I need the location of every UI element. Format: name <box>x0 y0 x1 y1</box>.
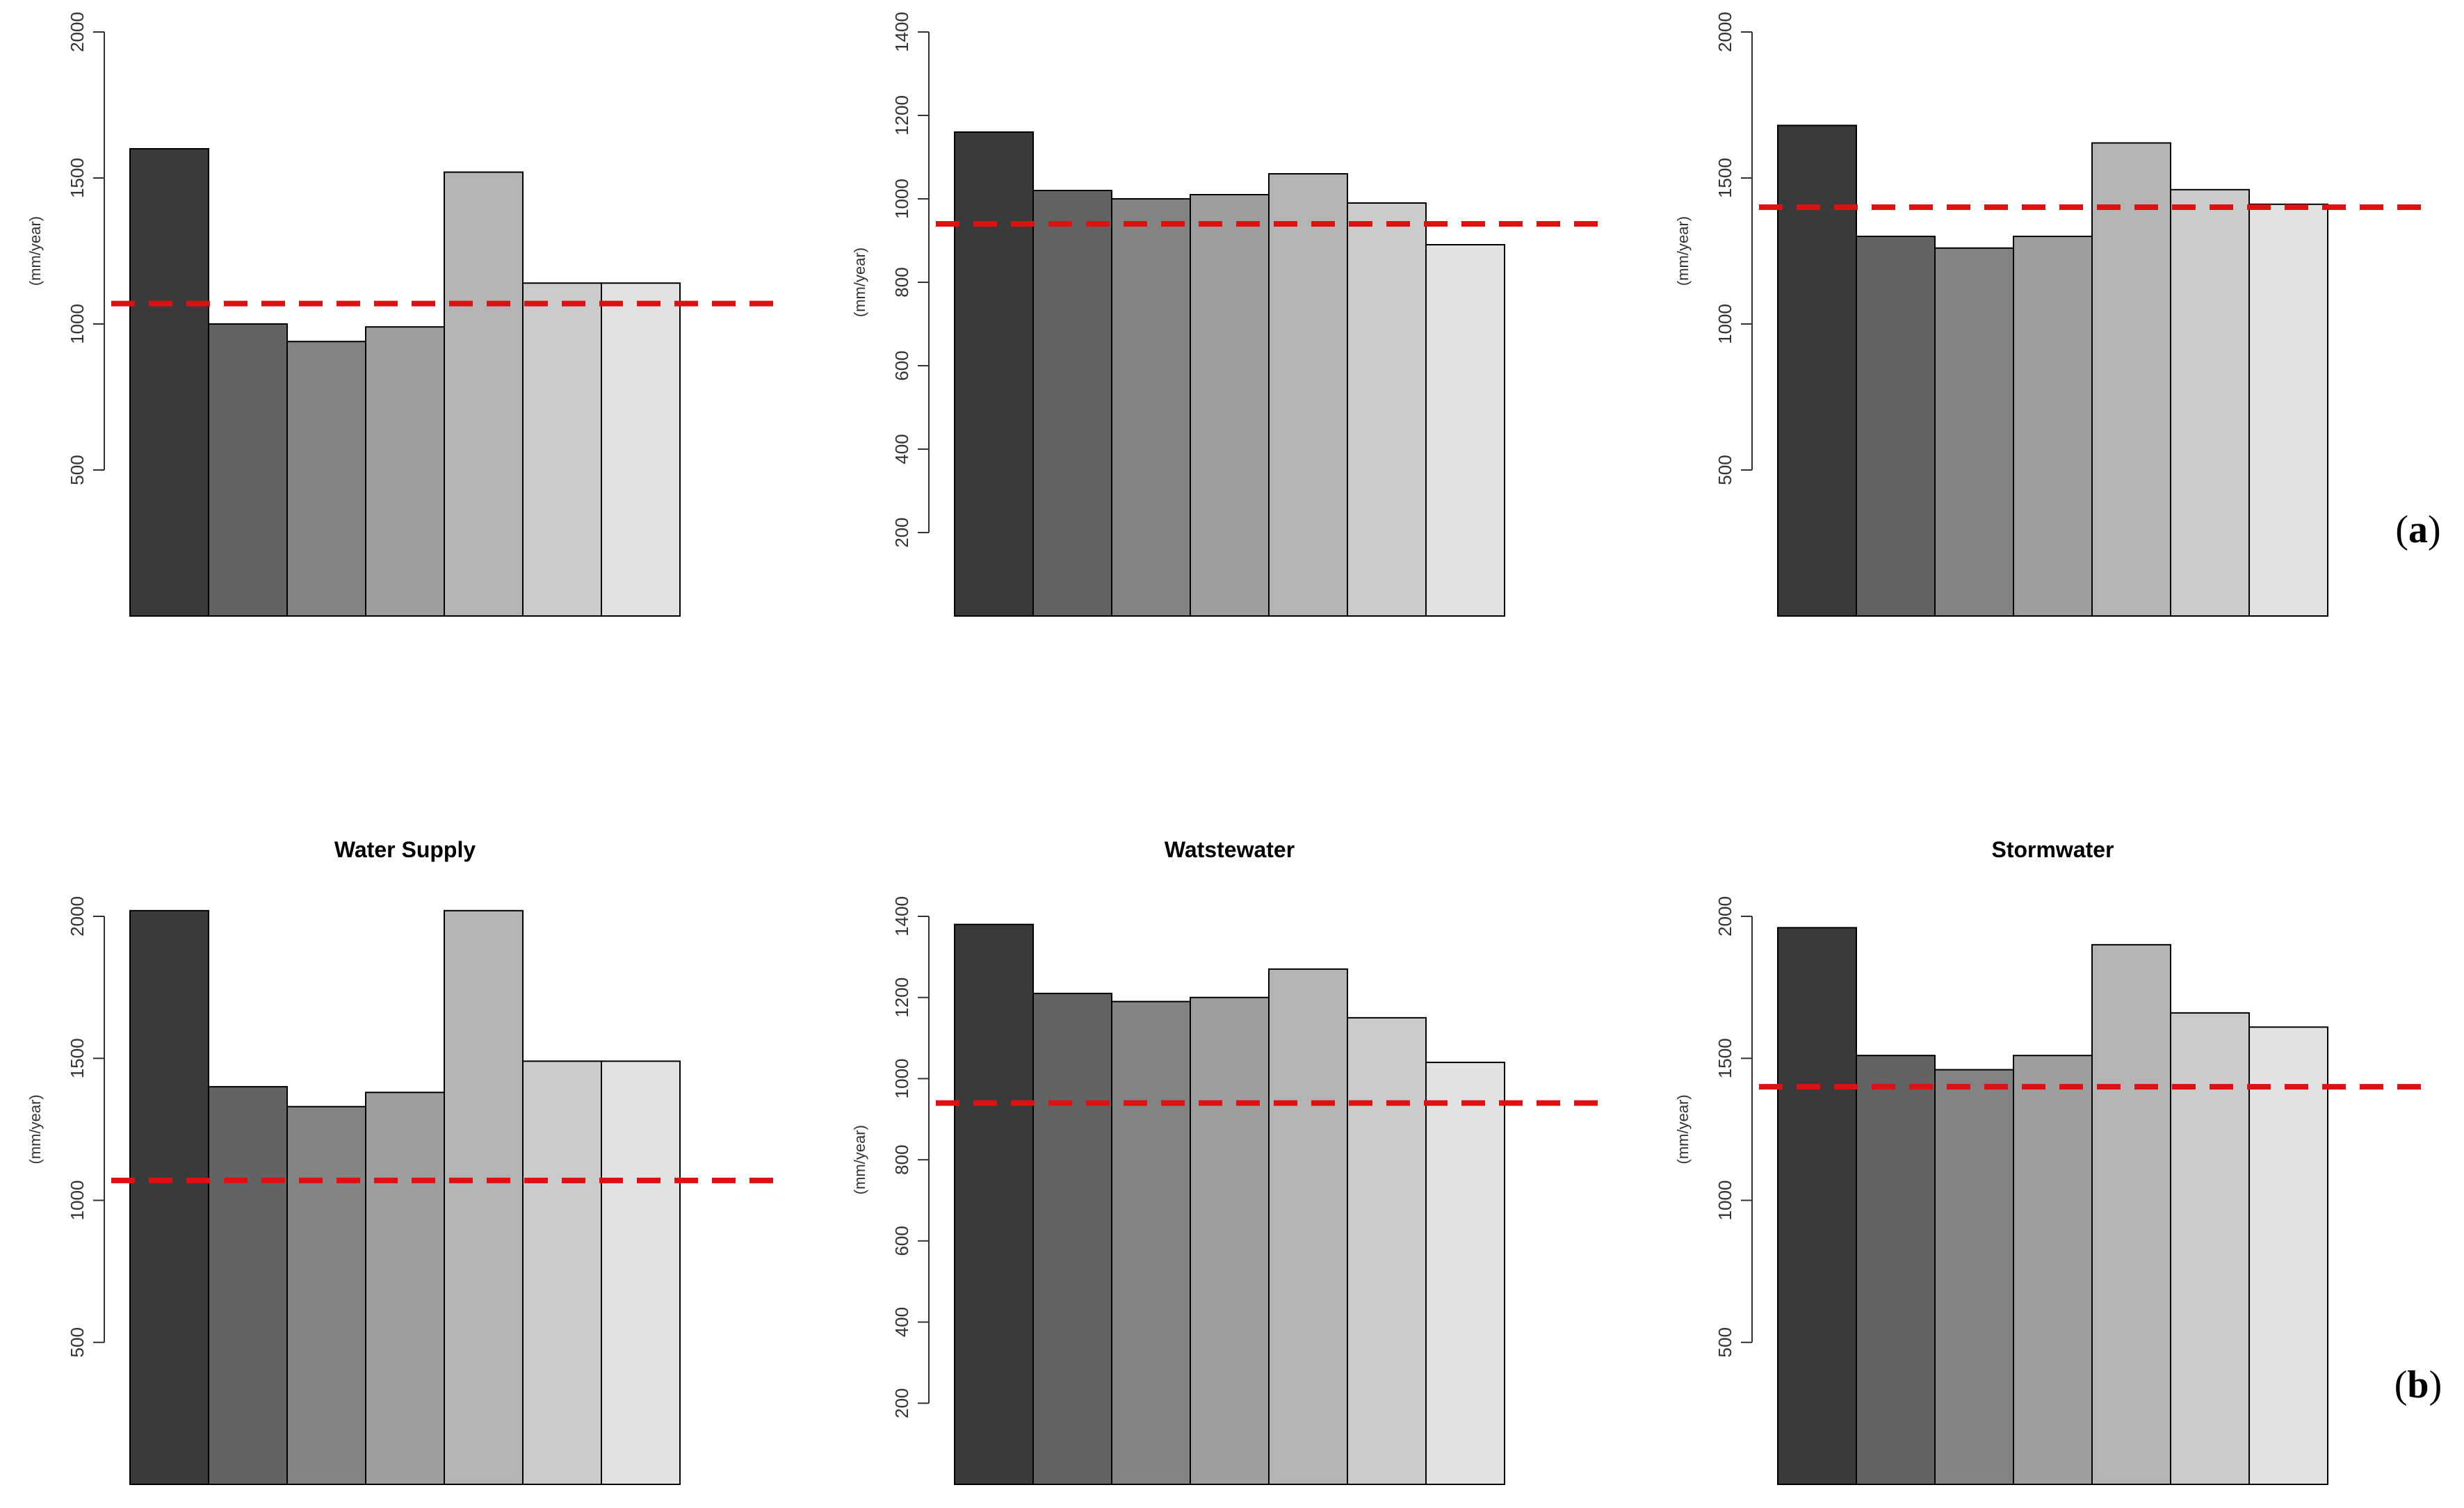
y-tick-label: 1000 <box>1715 304 1735 344</box>
bar <box>1268 968 1348 1485</box>
y-tick-label: 200 <box>891 517 912 547</box>
y-tick-label: 1400 <box>891 12 912 52</box>
y-tick-label: 1400 <box>891 896 912 937</box>
bar <box>1425 1062 1505 1485</box>
bar <box>444 909 524 1485</box>
y-tick-label: 600 <box>891 350 912 380</box>
bar <box>1777 927 1857 1485</box>
bar <box>1190 996 1270 1485</box>
bar <box>1347 202 1427 617</box>
bar <box>1425 244 1505 617</box>
bar <box>208 323 288 617</box>
bar <box>2170 188 2250 617</box>
bar <box>954 923 1034 1485</box>
y-tick-label: 800 <box>891 1144 912 1174</box>
bar <box>522 1060 602 1485</box>
y-tick-label: 1200 <box>891 978 912 1018</box>
chart-4: Water Supply 500 1000 1500 2000 (mm/year) <box>26 837 784 1485</box>
y-tick-label: 1500 <box>1715 158 1735 198</box>
bar <box>1111 198 1191 617</box>
bar <box>1934 1069 2014 1485</box>
y-tick-label: 800 <box>891 267 912 297</box>
y-tick-label: 1500 <box>67 158 88 198</box>
y-tick-label: 1000 <box>891 179 912 219</box>
bar <box>1032 992 1112 1485</box>
bar <box>365 1092 445 1485</box>
bar <box>1347 1016 1427 1485</box>
bar <box>2091 943 2171 1485</box>
bar <box>522 282 602 617</box>
bar <box>208 1086 288 1485</box>
y-tick-label: 1000 <box>891 1059 912 1099</box>
bar <box>2170 1012 2250 1485</box>
panel-label-a: (a) <box>2395 508 2440 551</box>
panel-label-b: (b) <box>2394 1363 2442 1406</box>
bar <box>2248 1026 2328 1485</box>
bar <box>2248 203 2328 617</box>
bar <box>1111 1000 1191 1486</box>
bar <box>1268 173 1348 617</box>
bar <box>601 1060 681 1485</box>
bar <box>954 131 1034 617</box>
y-tick-label: 1000 <box>67 304 88 344</box>
bar <box>444 171 524 617</box>
chart-1: 500 1000 1500 2000 (mm/year) <box>26 12 784 617</box>
bar <box>1856 236 1936 617</box>
y-axis-label: (mm/year) <box>1674 216 1692 286</box>
y-axis-label: (mm/year) <box>851 248 868 317</box>
y-tick-label: 500 <box>1715 1327 1735 1357</box>
bar <box>1934 247 2014 617</box>
y-tick-label: 1200 <box>891 95 912 136</box>
bar <box>1032 190 1112 617</box>
y-tick-label: 1000 <box>67 1181 88 1221</box>
y-tick-label: 2000 <box>1715 896 1735 937</box>
chart-3: 500 1000 1500 2000 (mm/year) <box>1674 12 2432 617</box>
y-axis-label: (mm/year) <box>1674 1094 1692 1164</box>
y-tick-label: 200 <box>891 1388 912 1418</box>
y-tick-label: 400 <box>891 434 912 464</box>
bar <box>1777 124 1857 617</box>
y-axis-label: (mm/year) <box>26 216 44 286</box>
chart-6: Stormwater 500 1000 1500 2000 (mm/year) <box>1674 837 2432 1486</box>
chart-title: Stormwater <box>1991 837 2114 862</box>
bar <box>365 326 445 617</box>
bar <box>2091 142 2171 617</box>
chart-title: Water Supply <box>334 837 476 862</box>
y-tick-label: 2000 <box>1715 12 1735 52</box>
bar <box>1856 1055 1936 1486</box>
bar <box>129 148 209 617</box>
y-tick-label: 1500 <box>67 1038 88 1078</box>
y-tick-label: 2000 <box>67 896 88 937</box>
charts-layer: 500 1000 1500 2000 (mm/year) 200 400 600 800 1000… <box>26 12 2432 1486</box>
bar <box>286 1105 366 1485</box>
bar <box>2013 1055 2093 1486</box>
bar <box>601 282 681 617</box>
chart-title: Watstewater <box>1165 837 1295 862</box>
bar <box>286 341 366 617</box>
y-tick-label: 2000 <box>67 12 88 52</box>
y-tick-label: 600 <box>891 1226 912 1256</box>
y-tick-label: 1000 <box>1715 1181 1735 1221</box>
bar <box>1190 194 1270 617</box>
y-tick-label: 1500 <box>1715 1038 1735 1078</box>
chart-5: Watstewater 200 400 600 800 1000 1200 1400 (mm/y… <box>851 837 1609 1486</box>
bar <box>129 909 209 1485</box>
bar <box>2013 236 2093 617</box>
y-tick-label: 500 <box>1715 455 1735 485</box>
chart-2: 200 400 600 800 1000 1200 1400 (mm/year) <box>851 12 1609 617</box>
y-tick-label: 400 <box>891 1307 912 1337</box>
y-tick-label: 500 <box>67 455 88 485</box>
y-axis-label: (mm/year) <box>851 1125 868 1194</box>
y-axis-label: (mm/year) <box>26 1094 44 1164</box>
y-tick-label: 500 <box>67 1327 88 1357</box>
